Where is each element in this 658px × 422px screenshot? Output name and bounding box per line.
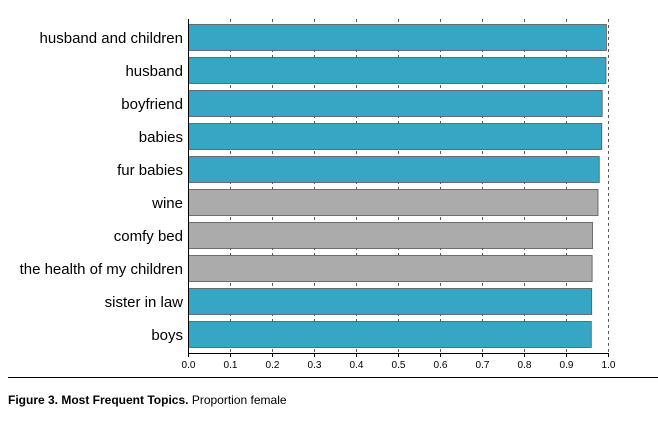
category-label: sister in law [105, 294, 184, 311]
bar [188, 123, 603, 150]
bar [188, 24, 607, 51]
x-tick-label: 0.4 [350, 360, 364, 371]
x-tick-label: 0.0 [182, 360, 196, 371]
category-label: comfy bed [114, 228, 183, 245]
figure-caption: Figure 3. Most Frequent Topics. Proporti… [8, 393, 287, 407]
bar [188, 189, 599, 216]
x-tick-label: 0.1 [224, 360, 238, 371]
x-tick-label: 0.2 [266, 360, 280, 371]
category-labels: husband and children husband boyfriend babi… [20, 30, 184, 344]
category-label: babies [139, 129, 183, 146]
category-label: the health of my children [20, 261, 183, 278]
x-tick-label: 0.3 [308, 360, 322, 371]
x-tick-label: 1.0 [602, 360, 616, 371]
x-tick-label: 0.5 [392, 360, 406, 371]
caption-label: Figure 3. Most Frequent Topics. [8, 393, 189, 407]
caption-divider [8, 377, 658, 378]
bar [188, 288, 593, 315]
x-tick-label: 0.7 [476, 360, 490, 371]
category-label: fur babies [117, 162, 183, 179]
category-label: wine [151, 195, 183, 212]
x-tick-label: 0.6 [434, 360, 448, 371]
category-label: husband [125, 63, 183, 80]
caption-text: Proportion female [191, 393, 287, 407]
bar [188, 222, 593, 249]
category-label: husband and children [40, 30, 183, 47]
bar [188, 321, 592, 348]
category-label: boyfriend [121, 96, 183, 113]
bar [188, 90, 603, 117]
bar-chart: husband and children husband boyfriend babi… [20, 19, 616, 371]
bar [188, 156, 600, 183]
bars [188, 24, 607, 348]
bar [188, 255, 593, 282]
x-axis: 0.0 0.1 0.2 0.3 0.4 0.5 0.6 0.7 0.8 0.9 1.0 [182, 19, 616, 371]
category-label: boys [151, 327, 183, 344]
bar [188, 57, 607, 84]
x-tick-label: 0.9 [560, 360, 574, 371]
x-tick-label: 0.8 [518, 360, 532, 371]
